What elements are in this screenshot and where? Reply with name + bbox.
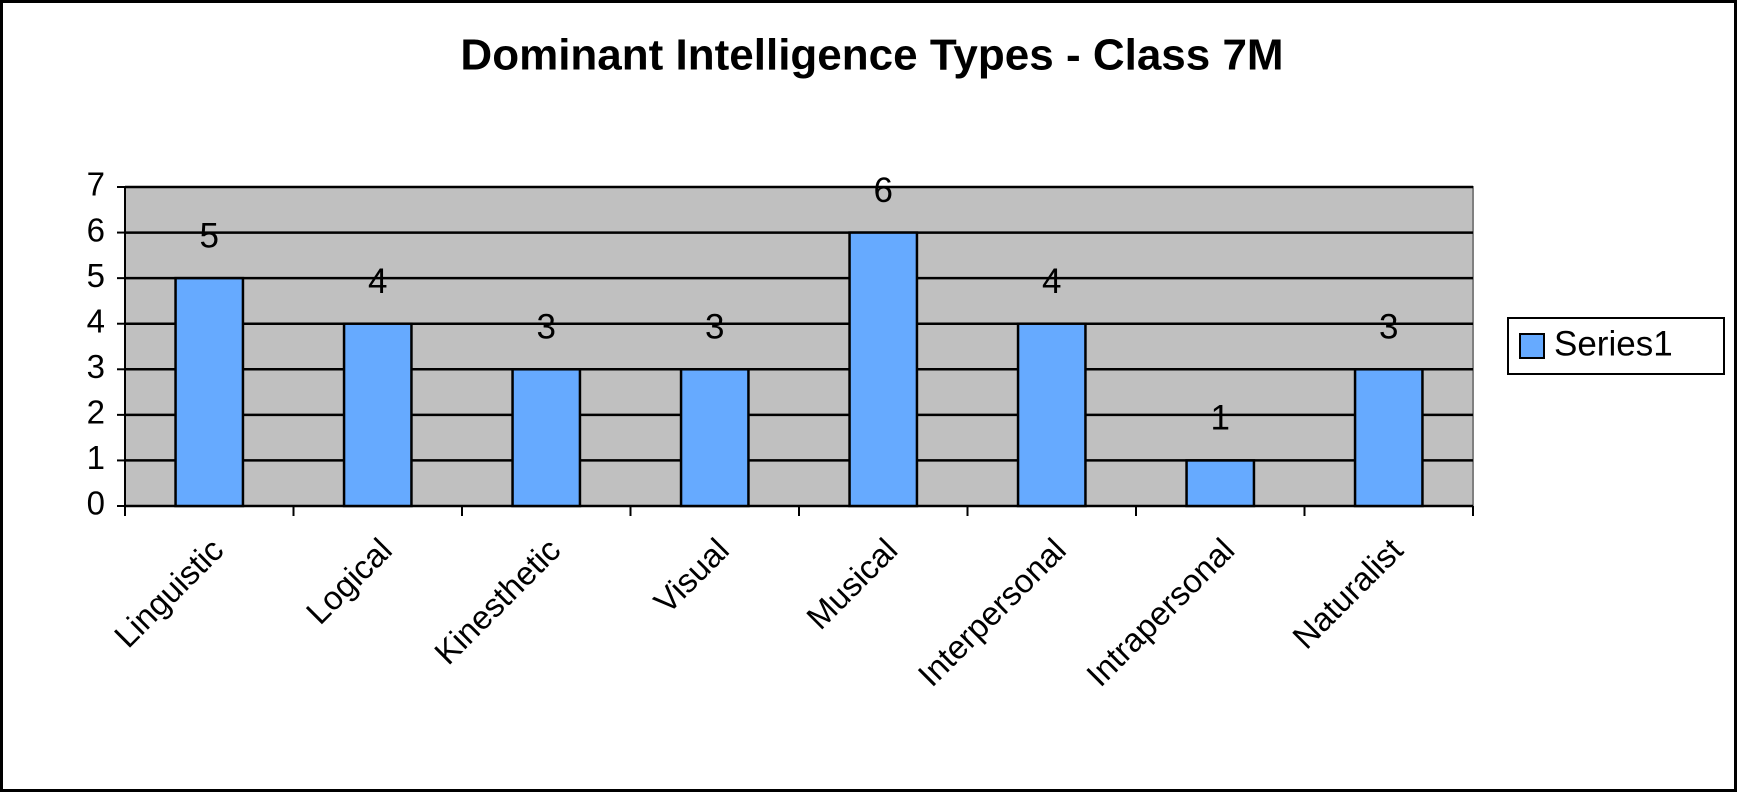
chart-title: Dominant Intelligence Types - Class 7M [460, 31, 1283, 80]
bar [848, 231, 919, 508]
data-label: 4 [368, 262, 387, 301]
plot-area [124, 186, 1474, 507]
data-label: 5 [200, 216, 219, 255]
data-label: 6 [874, 171, 893, 210]
data-label: 3 [705, 308, 724, 347]
bar [342, 322, 413, 508]
y-tick-label: 7 [87, 166, 105, 203]
bar [1016, 322, 1087, 508]
bar [174, 276, 245, 508]
bar [511, 368, 582, 508]
legend-swatch [1519, 333, 1545, 359]
legend-label: Series1 [1554, 324, 1673, 363]
bar [679, 368, 750, 508]
y-tick-label: 0 [87, 485, 105, 522]
y-tick-label: 4 [87, 302, 105, 339]
y-tick-label: 1 [87, 439, 105, 476]
data-label: 3 [537, 308, 556, 347]
y-tick-label: 3 [87, 348, 105, 385]
bar [1185, 459, 1256, 508]
data-label: 1 [1211, 399, 1230, 438]
y-tick-label: 2 [87, 394, 105, 431]
y-tick-label: 5 [87, 257, 105, 294]
data-label: 4 [1042, 262, 1061, 301]
y-tick-label: 6 [87, 211, 105, 248]
bar [1353, 368, 1424, 508]
data-label: 3 [1379, 308, 1398, 347]
